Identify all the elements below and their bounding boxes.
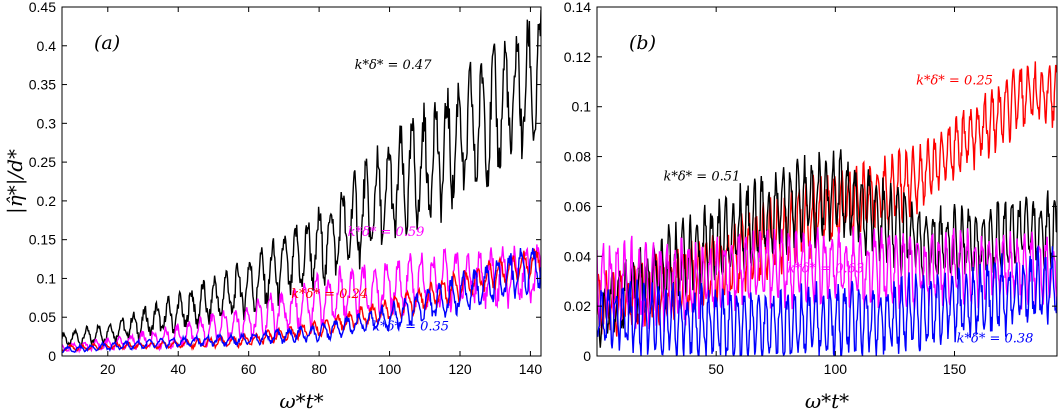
y-tick-label: 0 (48, 348, 56, 364)
x-axis-label-b: ω*t* (805, 389, 849, 413)
series-line (597, 226, 1057, 332)
series-annotation: k*δ* = 0.63 (787, 261, 864, 276)
y-tick-label: 0.02 (564, 298, 591, 314)
x-tick-label: 50 (708, 361, 724, 377)
axes-frame-b (596, 6, 1058, 357)
x-tick-label: 100 (378, 361, 402, 377)
series-annotation: k*δ* = 0.24 (291, 287, 368, 302)
y-tick-label: 0.2 (37, 193, 57, 209)
y-tick-label: 0.14 (564, 0, 591, 15)
y-tick-label: 0.1 (572, 99, 592, 115)
plot-area-a (62, 7, 541, 356)
y-axis-ticks-a: 0 0.05 0.1 0.15 0.2 0.25 0.3 0.35 0.4 0.45 (29, 0, 541, 364)
y-tick-label: 0.45 (29, 0, 56, 15)
series-line (62, 10, 541, 349)
y-tick-label: 0.04 (564, 248, 591, 264)
y-tick-label: 0 (583, 348, 591, 364)
panel-label-b: (b) (629, 32, 656, 54)
y-tick-label: 0.4 (37, 38, 57, 54)
series-annotation: k*δ* = 0.47 (355, 58, 433, 73)
series-annotation: k*δ* = 0.38 (957, 331, 1034, 346)
y-tick-label: 0.3 (37, 115, 57, 131)
y-tick-label: 0.35 (29, 77, 56, 93)
series-group-a (62, 10, 541, 354)
series-annotation: k*δ* = 0.25 (916, 73, 993, 88)
series-annotation: k*δ* = 0.35 (372, 319, 449, 334)
panel-b: 50 100 150 0 0.02 0.04 0.06 0.08 0.1 0.12 0.14 k*… (564, 0, 1058, 413)
y-tick-label: 0.08 (564, 149, 591, 165)
y-axis-ticks-b: 0 0.02 0.04 0.06 0.08 0.1 0.12 0.14 (564, 0, 1057, 364)
y-tick-label: 0.25 (29, 154, 56, 170)
series-annotation: k*δ* = 0.51 (663, 169, 740, 184)
series-annotation: k*δ* = 0.59 (348, 225, 425, 240)
x-tick-label: 100 (824, 361, 848, 377)
series-group-b (597, 61, 1057, 356)
x-tick-label: 40 (170, 361, 186, 377)
x-tick-label: 20 (100, 361, 116, 377)
y-tick-label: 0.1 (37, 270, 57, 286)
x-tick-label: 140 (519, 361, 543, 377)
y-axis-label-a: |η̂*|/d* (3, 149, 28, 214)
y-tick-label: 0.06 (564, 198, 591, 214)
x-tick-label: 60 (241, 361, 257, 377)
x-axis-label-a: ω*t* (279, 389, 323, 413)
annotations-b: k*δ* = 0.25 k*δ* = 0.51 k*δ* = 0.63 k*δ* = … (663, 73, 1033, 346)
y-tick-label: 0.05 (29, 309, 56, 325)
series-line (62, 247, 541, 354)
annotations-a: k*δ* = 0.47 k*δ* = 0.59 k*δ* = 0.24 k*δ* = … (291, 58, 449, 334)
series-line (597, 244, 1057, 356)
y-tick-label: 0.12 (564, 49, 591, 65)
x-tick-label: 80 (311, 361, 327, 377)
panel-a: 20 40 60 80 100 120 140 0 0.05 0.1 0.15 0.2 0.25 0.3… (3, 0, 542, 413)
x-axis-ticks-a: 20 40 60 80 100 120 140 (100, 7, 542, 377)
x-axis-ticks-b: 50 100 150 (708, 7, 966, 377)
x-tick-label: 150 (943, 361, 967, 377)
y-tick-label: 0.15 (29, 232, 56, 248)
panel-label-a: (a) (94, 32, 120, 54)
x-tick-label: 120 (448, 361, 472, 377)
axes-frame-a (61, 6, 542, 357)
